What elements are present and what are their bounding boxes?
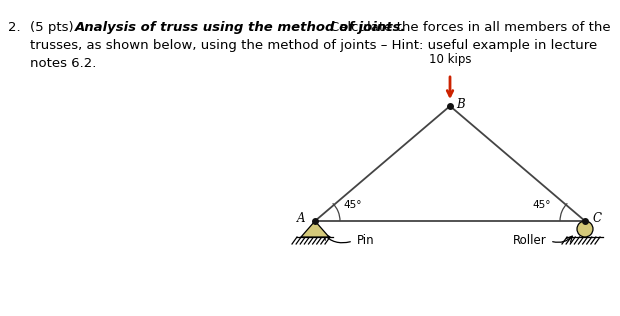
Text: trusses, as shown below, using the method of joints – Hint: useful example in le: trusses, as shown below, using the metho… [30,39,597,52]
Text: 2.: 2. [8,21,20,34]
Text: Calculate the forces in all members of the: Calculate the forces in all members of t… [330,21,611,34]
Text: C: C [593,212,602,226]
Text: 10 kips: 10 kips [429,53,471,66]
Text: 45°: 45° [533,200,551,210]
Polygon shape [301,221,329,237]
Text: Analysis of truss using the method of joints.: Analysis of truss using the method of jo… [75,21,406,34]
Text: Pin: Pin [357,234,374,247]
Text: 45°: 45° [343,200,361,210]
Text: (5 pts): (5 pts) [30,21,74,34]
Text: Roller: Roller [513,234,547,247]
Text: B: B [456,99,464,112]
Text: A: A [296,212,305,226]
Circle shape [577,221,593,237]
Text: notes 6.2.: notes 6.2. [30,57,96,70]
